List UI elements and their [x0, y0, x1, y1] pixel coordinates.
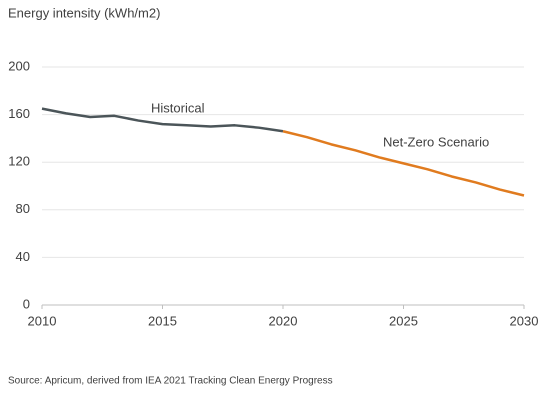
y-tick-label: 80 [16, 201, 30, 216]
line-series [282, 130, 525, 197]
chart-title: Energy intensity (kWh/m2) [8, 5, 160, 20]
x-tick-label: 2015 [148, 313, 177, 328]
x-tick-label: 2030 [510, 313, 539, 328]
y-tick-label: 160 [8, 106, 30, 121]
y-tick-label: 40 [16, 249, 30, 264]
x-tick-label: 2025 [389, 313, 418, 328]
y-tick-label: 120 [8, 154, 30, 169]
y-tick-label: 200 [8, 58, 30, 73]
y-tick-label: 0 [23, 296, 30, 311]
x-tick-label: 2010 [28, 313, 57, 328]
annotation: Historical [151, 100, 205, 115]
annotation: Net-Zero Scenario [383, 134, 489, 149]
line-series [41, 107, 284, 133]
source-note: Source: Apricum, derived from IEA 2021 T… [8, 376, 333, 387]
x-tick-label: 2020 [269, 313, 298, 328]
